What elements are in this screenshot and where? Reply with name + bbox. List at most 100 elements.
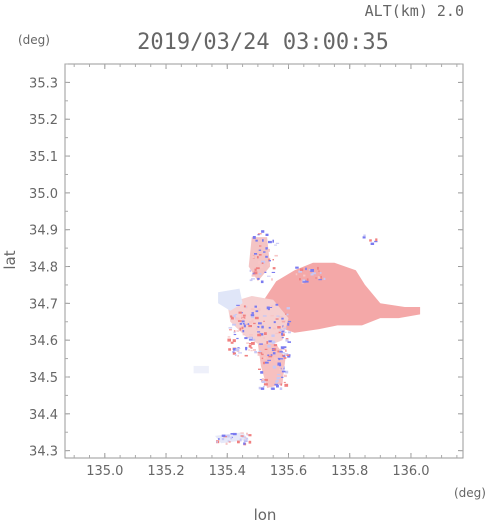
- echo-speckle: [277, 362, 281, 365]
- echo-speckle: [310, 269, 314, 272]
- echo-speckle: [230, 341, 234, 344]
- echo-speckle: [252, 338, 256, 341]
- y-tick-label: 34.9: [29, 224, 58, 239]
- echo-speckle: [287, 331, 291, 334]
- echo-speckle: [286, 354, 290, 356]
- echo-speckle: [285, 313, 287, 315]
- echo-speckle: [279, 387, 283, 390]
- echo-speckle: [287, 354, 291, 358]
- echo-speckle: [254, 268, 257, 271]
- echo-speckle: [258, 254, 262, 256]
- echo-speckle: [248, 349, 250, 351]
- echo-speckle: [244, 354, 248, 357]
- echo-speckle: [264, 353, 266, 355]
- echo-speckle: [266, 306, 270, 310]
- y-tick-label: 34.8: [29, 261, 58, 276]
- echo-speckle: [264, 271, 267, 273]
- echo-speckle: [287, 322, 290, 326]
- echo-speckle: [265, 247, 268, 250]
- echo-speckle: [254, 253, 258, 255]
- chart-subtitle: ALT(km) 2.0: [365, 2, 464, 20]
- echo-speckle: [257, 308, 261, 312]
- echo-speckle: [252, 236, 256, 239]
- echo-speckle: [278, 316, 282, 318]
- y-tick-label: 35.1: [29, 150, 58, 165]
- echo-speckle: [232, 432, 237, 436]
- echo-speckle: [251, 312, 254, 314]
- echo-speckle: [257, 331, 261, 333]
- echo-speckle: [257, 234, 260, 236]
- echo-speckle: [262, 239, 264, 242]
- echo-speckle: [258, 261, 261, 264]
- echo-speckle: [268, 307, 273, 308]
- echo-speckle: [248, 434, 252, 437]
- echo-speckle: [234, 314, 238, 315]
- echo-region-west-speck: [193, 365, 209, 374]
- echo-speckle: [237, 440, 240, 444]
- echo-speckle: [274, 357, 278, 361]
- echo-speckle: [306, 278, 309, 281]
- echo-speckle: [229, 329, 232, 331]
- echo-speckle: [281, 376, 284, 378]
- echo-speckle: [243, 324, 246, 328]
- echo-speckle: [261, 230, 265, 233]
- echo-speckle: [283, 326, 287, 330]
- echo-speckle: [245, 348, 248, 351]
- echo-speckle: [257, 353, 261, 356]
- echo-speckle: [255, 267, 260, 270]
- echo-speckle: [251, 319, 254, 323]
- echo-speckle: [273, 344, 278, 347]
- y-axis-ticks: 34.3 34.4 34.5 34.6 34.7 34.8 34.9 35.0 35.1 35.2…: [29, 63, 463, 460]
- echo-speckle: [258, 249, 262, 251]
- y-tick-label: 35.0: [29, 187, 58, 202]
- echo-speckle: [305, 267, 307, 271]
- echo-speckle: [238, 352, 242, 354]
- echo-speckle: [281, 330, 285, 333]
- echo-speckle: [276, 315, 280, 317]
- echo-speckle: [272, 348, 275, 350]
- echo-speckle: [264, 378, 268, 382]
- echo-speckle: [257, 256, 259, 259]
- echo-speckle: [268, 355, 273, 358]
- echo-speckle: [242, 314, 246, 317]
- echo-speckle: [275, 242, 280, 244]
- echo-speckle: [300, 268, 304, 271]
- echo-speckle: [362, 236, 366, 239]
- echo-speckle: [287, 320, 292, 323]
- echo-speckle: [281, 319, 286, 322]
- echo-speckle: [259, 333, 264, 336]
- echo-speckle: [249, 334, 253, 336]
- echo-speckle: [281, 368, 285, 372]
- x-tick-label: 135.6: [270, 464, 307, 479]
- echo-speckle: [249, 321, 253, 324]
- echo-speckle: [286, 307, 290, 310]
- echo-speckle: [236, 304, 240, 306]
- echo-speckle: [242, 330, 245, 333]
- x-tick-label: 135.4: [209, 464, 246, 479]
- echo-speckle: [271, 387, 275, 390]
- x-tick-label: 136.0: [392, 464, 429, 479]
- x-tick-label: 135.0: [86, 464, 123, 479]
- echo-speckle: [250, 314, 255, 317]
- echo-speckle: [228, 327, 233, 329]
- echo-speckle: [249, 279, 253, 282]
- echo-speckle: [239, 322, 242, 325]
- echo-speckle: [260, 352, 263, 355]
- echo-speckle: [268, 240, 272, 244]
- echo-speckle: [221, 434, 226, 437]
- echo-speckle: [257, 352, 261, 354]
- echo-speckle: [363, 234, 366, 237]
- echo-speckle: [272, 365, 277, 369]
- echo-speckle: [315, 277, 318, 279]
- echo-speckle: [259, 379, 263, 381]
- echo-speckle: [279, 348, 282, 352]
- echo-speckle: [287, 341, 291, 343]
- echo-speckle: [237, 348, 241, 349]
- echo-speckle: [281, 352, 285, 354]
- echo-speckle: [279, 364, 282, 367]
- echo-speckle: [241, 312, 243, 314]
- echo-speckle: [261, 260, 266, 264]
- echo-speckle: [245, 305, 247, 308]
- echo-speckle: [257, 326, 260, 328]
